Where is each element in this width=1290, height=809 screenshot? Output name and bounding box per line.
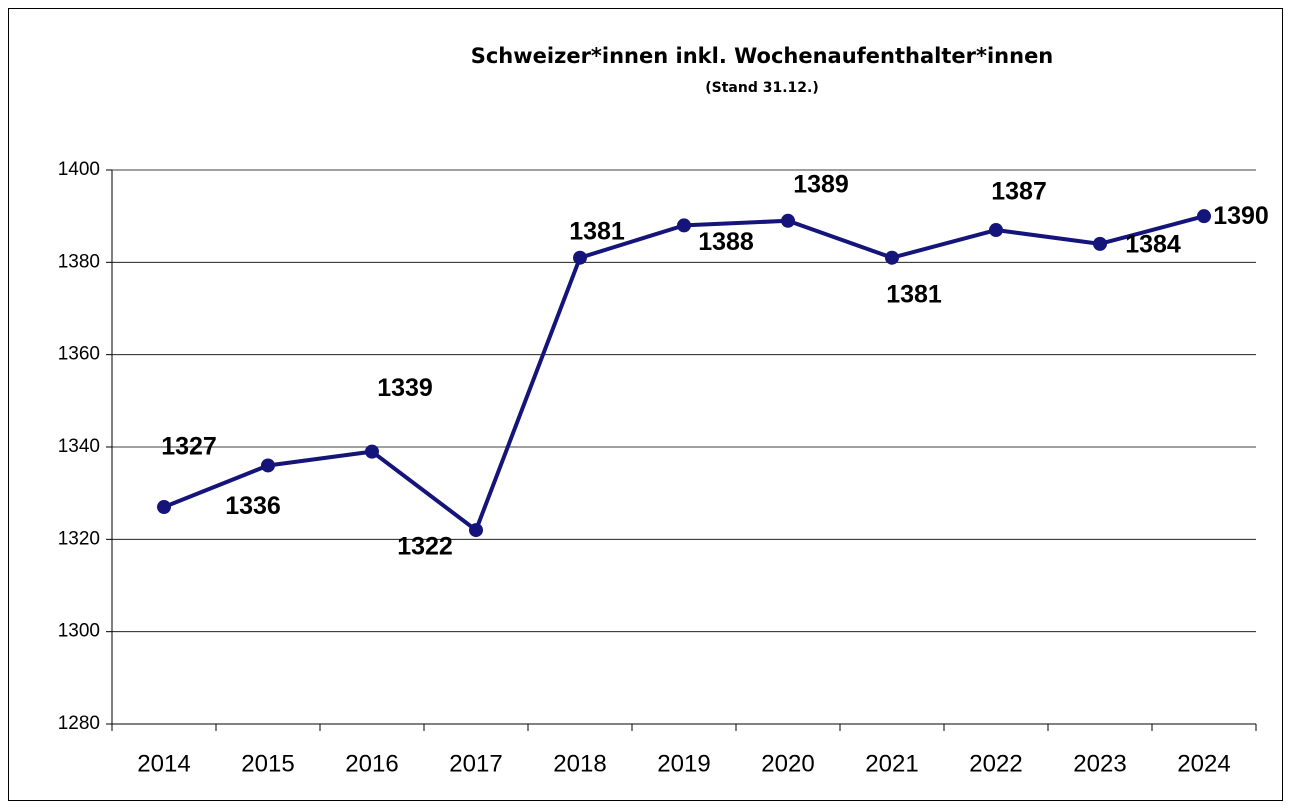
- point: [261, 458, 275, 473]
- point: [157, 500, 171, 515]
- x-tick-label: 2018: [553, 750, 606, 777]
- point: [573, 250, 587, 265]
- x-tick-label: 2023: [1073, 750, 1126, 777]
- data-label: 1339: [377, 374, 433, 402]
- point: [989, 223, 1003, 238]
- data-label: 1384: [1125, 230, 1181, 258]
- point: [1197, 209, 1211, 224]
- point: [885, 250, 899, 265]
- x-tick-label: 2019: [657, 750, 710, 777]
- data-label: 1390: [1213, 202, 1269, 230]
- data-label: 1387: [991, 178, 1047, 206]
- y-tick-label: 1400: [58, 159, 100, 180]
- y-tick-label: 1360: [58, 344, 100, 365]
- data-label: 1388: [698, 228, 754, 256]
- chart-title: Schweizer*innen inkl. Wochenaufenthalter…: [471, 44, 1054, 68]
- x-tick-label: 2024: [1177, 750, 1230, 777]
- point: [677, 218, 691, 233]
- data-label: 1381: [569, 217, 625, 245]
- x-tick-label: 2017: [449, 750, 502, 777]
- x-tick-label: 2014: [137, 750, 190, 777]
- data-label: 1322: [397, 533, 453, 561]
- point: [365, 444, 379, 459]
- data-label: 1389: [793, 170, 849, 198]
- y-tick-label: 1320: [58, 528, 100, 549]
- x-tick-label: 2022: [969, 750, 1022, 777]
- y-tick-label: 1340: [58, 436, 100, 457]
- data-label: 1336: [225, 492, 281, 520]
- point: [781, 213, 795, 228]
- data-label: 1327: [161, 433, 217, 461]
- y-tick-label: 1300: [58, 621, 100, 642]
- chart-border: [8, 8, 1283, 801]
- y-tick-label: 1380: [58, 251, 100, 272]
- point: [469, 523, 483, 538]
- data-label: 1381: [886, 280, 942, 308]
- x-tick-label: 2015: [241, 750, 294, 777]
- x-tick-label: 2016: [345, 750, 398, 777]
- x-tick-label: 2020: [761, 750, 814, 777]
- point: [1093, 236, 1107, 251]
- chart-subtitle: (Stand 31.12.): [705, 80, 818, 96]
- y-tick-label: 1280: [58, 713, 100, 734]
- x-tick-label: 2021: [865, 750, 918, 777]
